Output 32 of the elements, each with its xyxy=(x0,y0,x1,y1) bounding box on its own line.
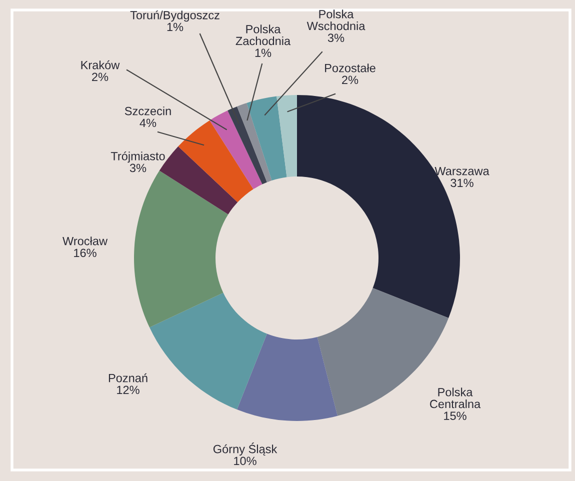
data-label: 3% xyxy=(130,164,146,172)
slice-label: Górny Śląsk xyxy=(213,442,278,456)
slice-label: Polska Centralna xyxy=(430,388,481,408)
data-label: 3% xyxy=(328,34,344,42)
data-label: 2% xyxy=(342,76,358,84)
slice-label: Polska Wschodnia xyxy=(306,10,366,30)
donut-slice xyxy=(276,95,297,178)
slice-label: Toruń/Bydgoszcz xyxy=(130,10,220,22)
donut-slice xyxy=(236,334,338,421)
donut-slice xyxy=(134,170,228,328)
data-label: 1% xyxy=(167,22,184,32)
slice-label: Kraków xyxy=(81,60,120,70)
donut-slice xyxy=(178,120,254,202)
slice-label: Wrocław xyxy=(62,236,108,246)
donut-slice xyxy=(150,292,267,410)
slice-label: Pozostałe xyxy=(325,64,376,72)
donut-slice xyxy=(210,110,262,190)
data-label: 12% xyxy=(117,386,140,394)
data-label: 2% xyxy=(92,72,108,82)
slice-label: Szczecin xyxy=(124,106,171,116)
donut-slice xyxy=(246,96,287,180)
data-label: 15% xyxy=(444,412,466,420)
data-label: 1% xyxy=(255,48,272,57)
slice-label: Poznań xyxy=(108,373,148,382)
slice-label: Polska Zachodnia xyxy=(236,24,291,46)
slice-label: Warszawa xyxy=(434,167,490,176)
data-label: 4% xyxy=(140,118,156,128)
donut-slice xyxy=(236,102,272,182)
data-label: 16% xyxy=(74,248,96,258)
data-label: 10% xyxy=(234,456,256,466)
slice-label: Trójmiasto xyxy=(110,152,165,163)
data-label: 31% xyxy=(450,178,474,188)
